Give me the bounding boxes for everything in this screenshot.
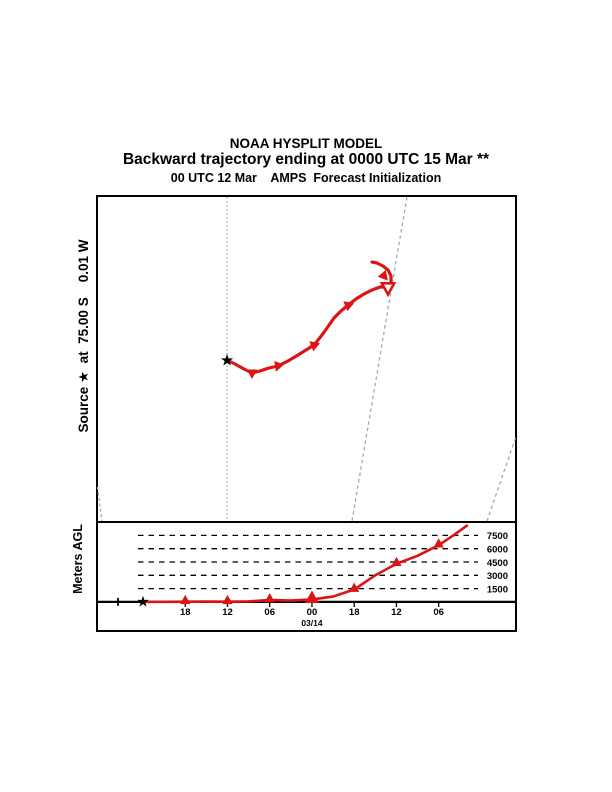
six-hour-marker bbox=[433, 538, 444, 548]
time-axis-tick-labels: 18 12 06 00 18 12 06 03/14 bbox=[180, 607, 444, 628]
time-tick-label: 18 bbox=[349, 607, 360, 618]
height-profile-line bbox=[141, 524, 469, 604]
model-title: NOAA HYSPLIT MODEL bbox=[229, 136, 383, 151]
height-star-icon: ★ bbox=[136, 592, 149, 610]
height-star-marker: ★ bbox=[113, 592, 150, 610]
height-profile-markers bbox=[180, 538, 444, 605]
plus-marker-icon bbox=[113, 597, 123, 606]
graticule-lines bbox=[96, 196, 517, 522]
map-trajectory-markers bbox=[246, 269, 397, 380]
height-gridline-labels: 7500 6000 4500 3000 1500 bbox=[487, 531, 508, 595]
six-hour-marker bbox=[180, 594, 191, 605]
graticule-line bbox=[486, 437, 517, 522]
time-tick-label: 12 bbox=[222, 607, 233, 618]
source-star-marker: ★ bbox=[220, 351, 234, 370]
height-gridlines bbox=[138, 534, 478, 590]
map-trajectory-line bbox=[225, 260, 393, 375]
trajectory-path bbox=[225, 260, 393, 375]
trajectory-title: Backward trajectory ending at 0000 UTC 1… bbox=[122, 151, 490, 168]
time-tick-label: 06 bbox=[433, 607, 444, 618]
time-tick-label: 12 bbox=[391, 607, 402, 618]
map-border bbox=[96, 195, 517, 523]
gridline-value-label: 3000 bbox=[487, 571, 508, 582]
gridline-value-label: 6000 bbox=[487, 544, 508, 555]
six-hour-marker bbox=[377, 269, 388, 281]
graticule-line bbox=[96, 486, 103, 522]
map-source-axis-label: Source ★ at 75.00 S 0.01 W bbox=[76, 239, 91, 433]
new-day-marker bbox=[379, 282, 397, 298]
six-hour-marker bbox=[391, 556, 402, 567]
date-label: 03/14 bbox=[301, 618, 323, 628]
six-hour-marker bbox=[264, 592, 275, 603]
height-axis-label: Meters AGL bbox=[71, 524, 85, 594]
gridline-value-label: 1500 bbox=[487, 584, 508, 595]
time-tick-label: 18 bbox=[180, 607, 191, 618]
time-tick-label: 06 bbox=[264, 607, 275, 618]
six-hour-marker bbox=[349, 582, 360, 592]
six-hour-marker bbox=[309, 341, 321, 352]
gridline-value-label: 4500 bbox=[487, 558, 508, 569]
source-star-icon: ★ bbox=[220, 351, 234, 370]
time-tick-label: 00 bbox=[307, 607, 318, 618]
six-hour-marker bbox=[246, 369, 258, 380]
six-hour-marker bbox=[343, 301, 355, 312]
six-hour-marker bbox=[274, 360, 285, 372]
graticule-line bbox=[351, 196, 408, 522]
new-day-marker bbox=[305, 590, 319, 604]
six-hour-marker bbox=[222, 594, 233, 605]
time-axis-ticks bbox=[184, 603, 440, 607]
gridline-value-label: 7500 bbox=[487, 531, 508, 542]
initialization-subtitle: 00 UTC 12 Mar AMPS Forecast Initializati… bbox=[170, 171, 442, 185]
height-profile-path bbox=[141, 524, 469, 604]
height-panel-border bbox=[96, 521, 517, 632]
height-profile-panel: 7500 6000 4500 3000 1500 18 12 06 00 18 12 06 03/14… bbox=[96, 521, 517, 632]
trajectory-map-panel: ★ bbox=[96, 195, 517, 523]
